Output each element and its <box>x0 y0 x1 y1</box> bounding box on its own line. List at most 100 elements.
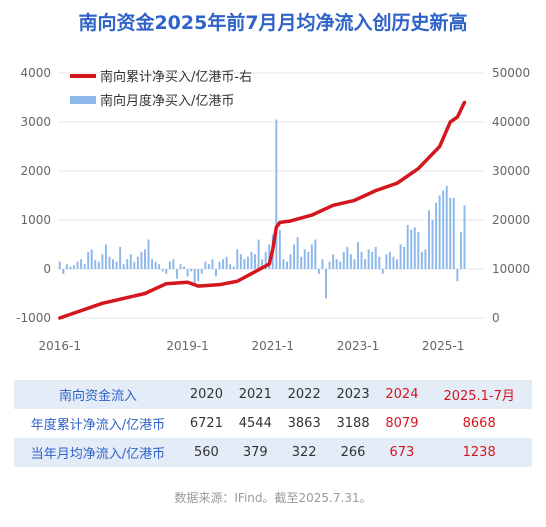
y-left-tick-label: 3000 <box>20 115 51 129</box>
bar <box>207 264 210 269</box>
bar <box>218 261 221 269</box>
bar <box>342 251 345 269</box>
bar <box>293 244 296 269</box>
bar <box>264 251 267 269</box>
bar <box>76 261 79 269</box>
bar <box>80 259 83 269</box>
bar <box>282 259 285 269</box>
bar <box>346 246 349 269</box>
bar <box>417 232 420 269</box>
bar <box>300 256 303 269</box>
source-note: 数据来源：IFind。截至2025.7.31。 <box>174 491 372 505</box>
y-left-tick-label: 0 <box>43 262 51 276</box>
bar <box>449 197 452 269</box>
bar <box>410 229 413 269</box>
bar <box>435 202 438 269</box>
table-cell: 8668 <box>462 416 496 431</box>
bar <box>154 261 157 269</box>
chart-title: 南向资金2025年前7月月均净流入创历史新高 <box>78 12 468 34</box>
bar <box>186 269 189 277</box>
cumulative-line <box>58 100 467 320</box>
bar <box>332 254 335 269</box>
bar <box>143 249 146 269</box>
y-right-tick-label: 30000 <box>492 164 530 178</box>
bar <box>254 254 257 269</box>
bar <box>225 256 228 269</box>
table-row: 年度累计净流入/亿港币 6721 4544 3863 3188 8079 866… <box>14 409 532 438</box>
table-header-row: 南向资金流入 2020 2021 2022 2023 2024 2025.1-7… <box>14 380 532 409</box>
bar <box>197 269 200 282</box>
table-cell: 3863 <box>287 416 321 431</box>
bar <box>175 269 178 279</box>
table-cell: 379 <box>230 438 280 467</box>
table-header-year: 2025.1-7月 <box>426 380 532 409</box>
bar <box>69 266 72 269</box>
bar <box>317 269 320 274</box>
y-left-tick-label: 4000 <box>20 66 51 80</box>
bar <box>445 185 448 269</box>
bar <box>257 239 260 269</box>
x-tick-label: 2023-1 <box>337 339 380 353</box>
y-right-tick-label: 50000 <box>492 66 530 80</box>
bar <box>360 251 363 269</box>
bar <box>122 264 125 269</box>
bar <box>136 256 139 269</box>
x-tick-label: 2025-1 <box>422 339 465 353</box>
table-row-label: 当年月均净流入/亿港币 <box>14 438 182 467</box>
bar <box>392 256 395 269</box>
bar <box>307 251 310 269</box>
bar <box>126 259 129 269</box>
bar <box>442 190 445 269</box>
bar <box>115 261 118 269</box>
legend-label-monthly: 南向月度净买入/亿港币 <box>100 93 234 109</box>
bar <box>222 259 225 269</box>
bar <box>151 259 154 269</box>
bar <box>193 269 196 284</box>
bar <box>140 251 143 269</box>
bar <box>381 269 384 274</box>
bar <box>374 246 377 269</box>
y-right-tick-label: 40000 <box>492 115 530 129</box>
bar <box>236 249 239 269</box>
bar <box>456 269 459 282</box>
bar <box>296 237 299 269</box>
bar <box>438 195 441 269</box>
bar <box>275 119 278 269</box>
bar <box>83 264 86 269</box>
table-header-label: 南向资金流入 <box>14 380 182 409</box>
bar <box>396 259 399 269</box>
bar <box>303 249 306 269</box>
bar <box>246 256 249 269</box>
x-tick-label: 2019-1 <box>166 339 209 353</box>
y-right-tick-label: 20000 <box>492 213 530 227</box>
bar <box>108 256 111 269</box>
bar <box>62 269 65 274</box>
bar <box>200 269 203 274</box>
bar <box>190 269 193 272</box>
bar <box>168 261 171 269</box>
bar <box>58 261 61 269</box>
table-cell: 560 <box>182 438 231 467</box>
bar <box>289 254 292 269</box>
table-cell: 3188 <box>336 416 370 431</box>
bar <box>349 254 352 269</box>
table-row: 当年月均净流入/亿港币 560 379 322 266 673 1238 <box>14 438 532 467</box>
bar <box>179 264 182 269</box>
bar <box>427 210 430 269</box>
bar <box>452 197 455 269</box>
bar <box>87 251 90 269</box>
bar <box>356 242 359 269</box>
table-cell: 266 <box>328 438 378 467</box>
y-left-tick-label: 2000 <box>20 164 51 178</box>
bar <box>133 261 136 269</box>
bar <box>463 205 466 269</box>
bar <box>420 251 423 269</box>
table-cell: 6721 <box>189 416 223 431</box>
table-header-year: 2022 <box>279 380 329 409</box>
bar <box>371 251 374 269</box>
bar <box>413 227 416 269</box>
bar <box>431 220 434 269</box>
bar <box>161 269 164 272</box>
legend-bar-swatch <box>70 96 96 104</box>
bar <box>314 239 317 269</box>
